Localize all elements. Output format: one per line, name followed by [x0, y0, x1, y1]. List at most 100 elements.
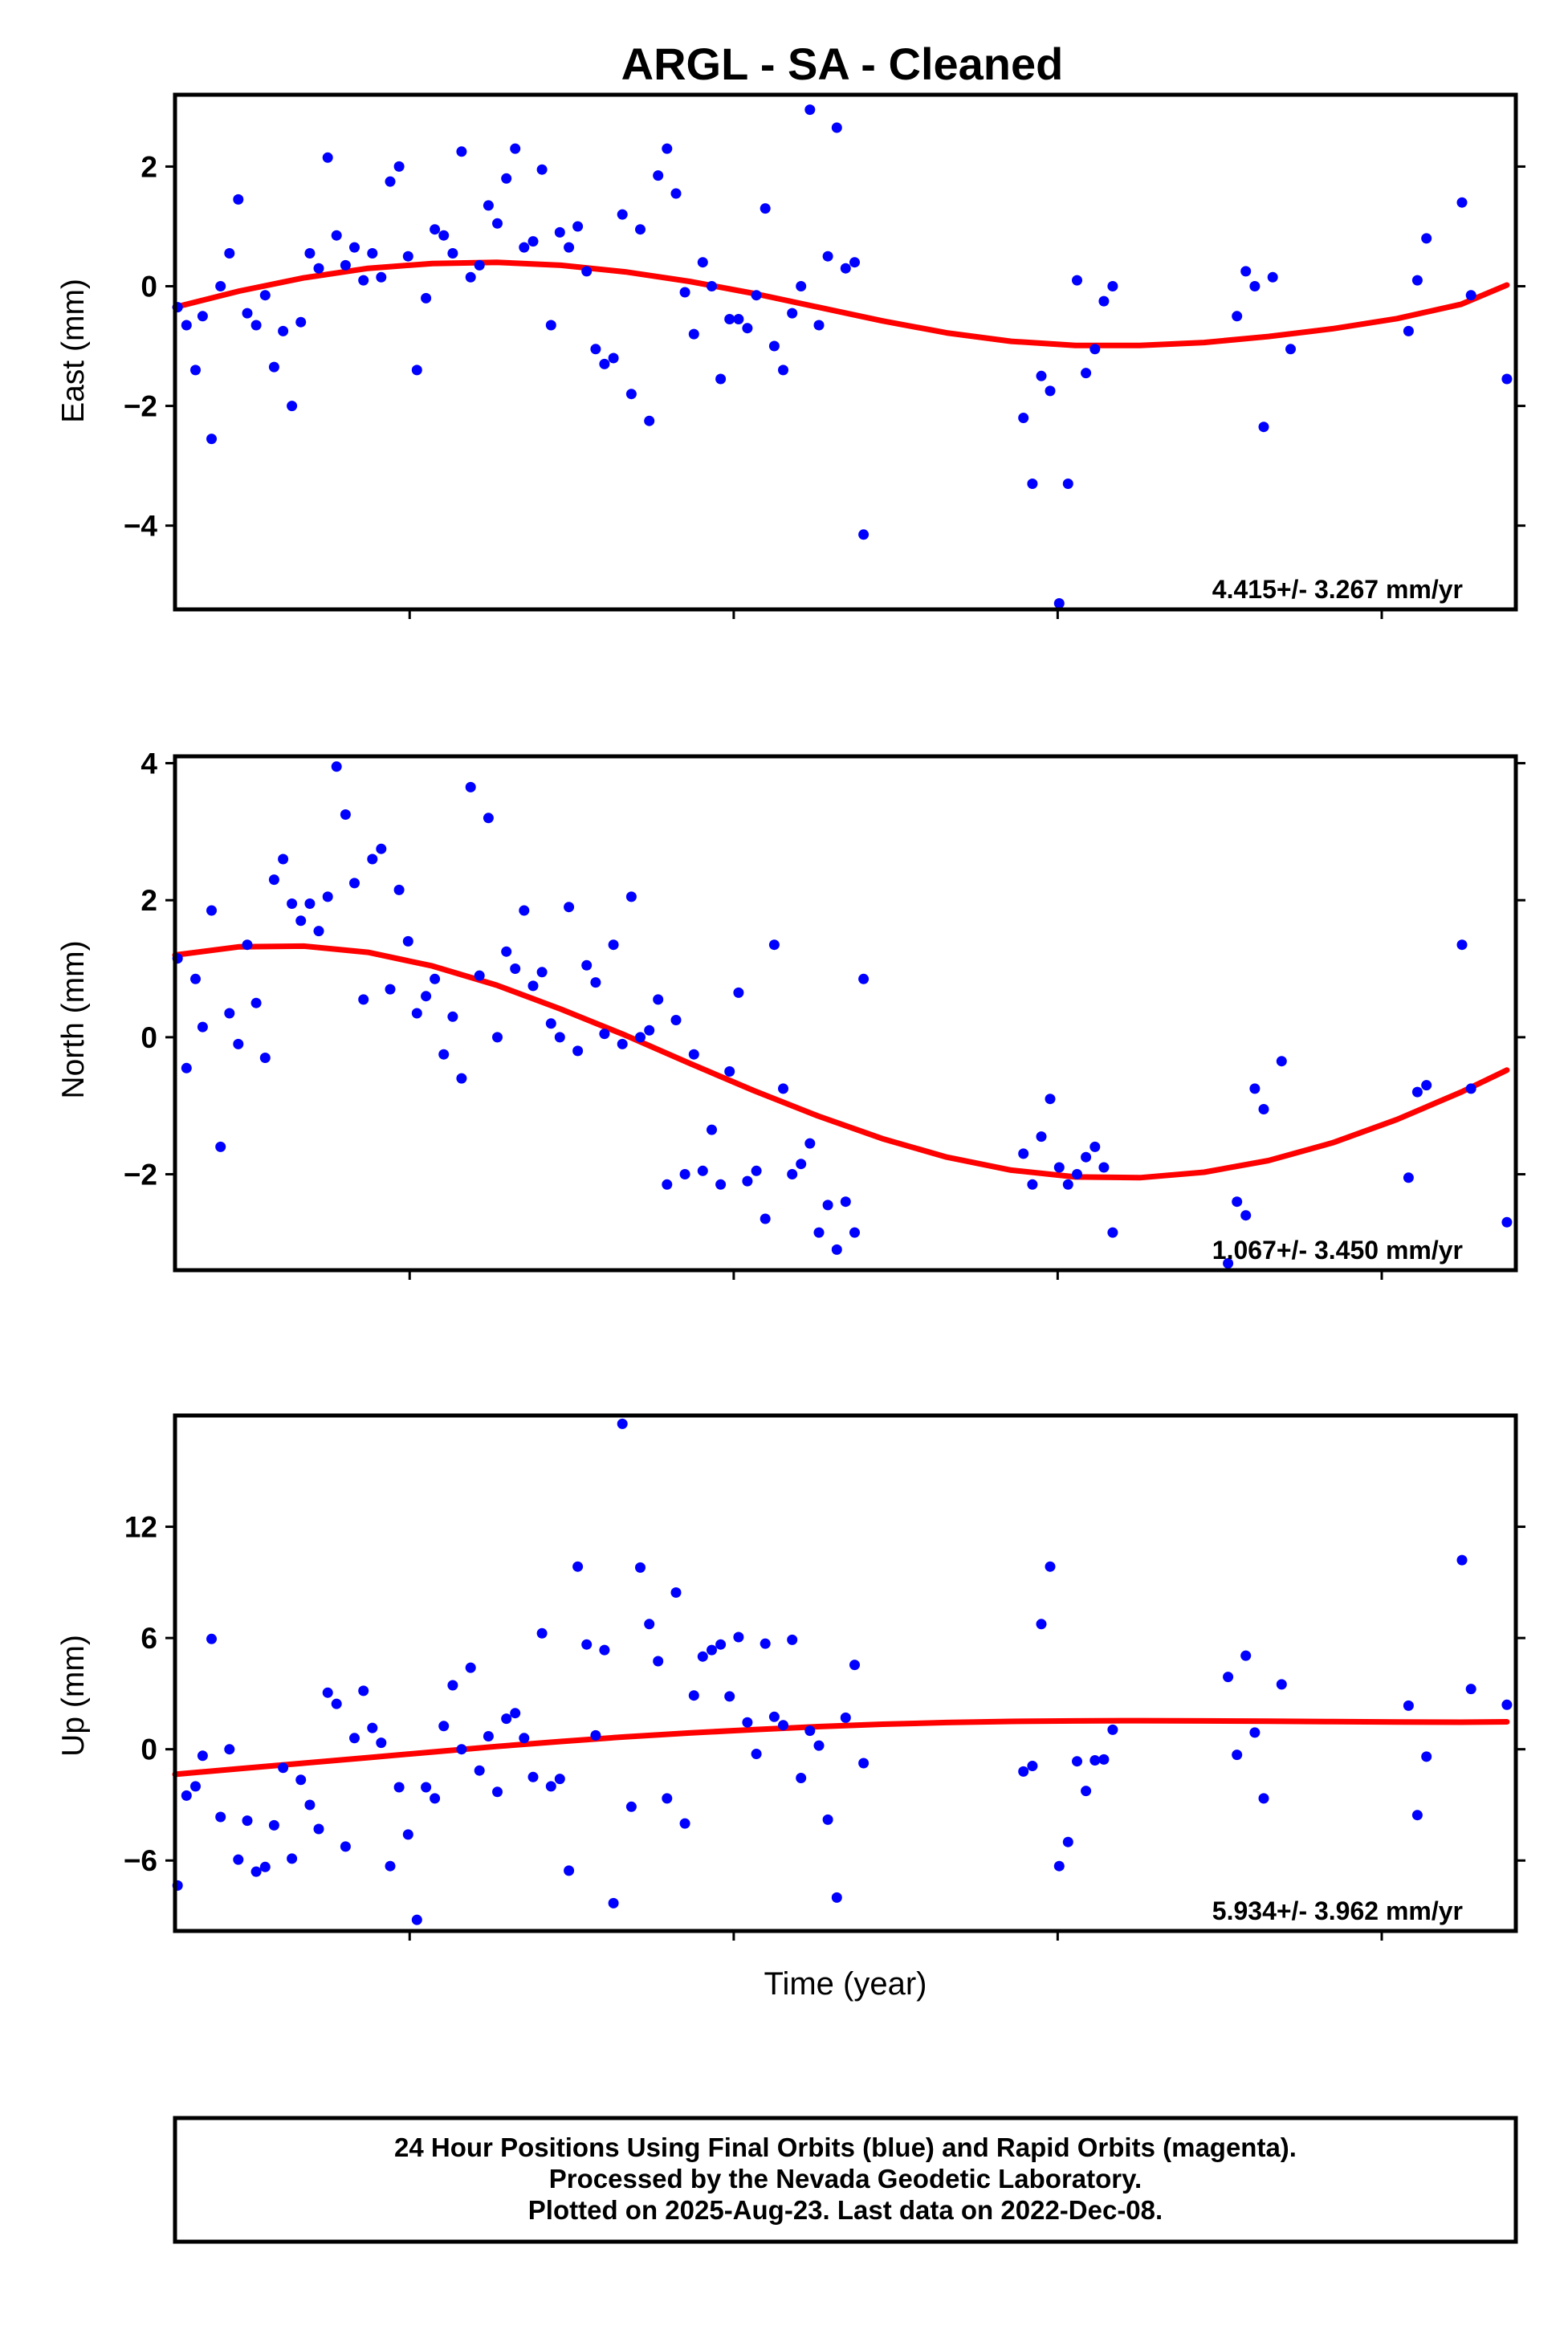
up-data-point	[233, 1854, 244, 1865]
east-data-point	[322, 152, 333, 163]
north-data-point	[438, 1049, 450, 1060]
east-data-point	[849, 257, 860, 268]
north-fit-curve	[172, 943, 1510, 1181]
east-data-point	[751, 290, 762, 301]
east-ticks: 2 0 −2 −4	[124, 150, 1525, 619]
east-data-point	[715, 373, 727, 385]
up-data-point	[554, 1774, 565, 1785]
up-data-point	[215, 1811, 226, 1823]
east-data-point	[644, 415, 655, 426]
north-data-point	[287, 898, 298, 909]
east-data-point	[804, 104, 816, 116]
up-data-point	[250, 1866, 262, 1877]
east-data-point	[572, 221, 584, 232]
up-data-point	[224, 1744, 235, 1755]
up-data-point	[349, 1733, 360, 1744]
north-data-point	[1240, 1210, 1252, 1221]
north-data-point	[796, 1159, 807, 1170]
up-data-point	[447, 1680, 458, 1691]
east-y-axis-label: East (mm)	[56, 279, 91, 423]
north-data-point	[1276, 1056, 1287, 1067]
north-data-point	[402, 935, 413, 947]
north-data-point	[617, 1038, 628, 1049]
east-data-point	[1285, 344, 1296, 355]
up-data-point	[1107, 1724, 1118, 1735]
east-data-point	[501, 173, 512, 184]
north-data-point	[349, 878, 360, 889]
up-data-point	[1232, 1750, 1243, 1761]
east-fit	[172, 259, 1510, 348]
north-data-point	[447, 1011, 458, 1022]
north-data-point	[581, 959, 593, 971]
north-data-point	[787, 1169, 798, 1179]
north-data-point	[822, 1200, 833, 1211]
up-data-point	[411, 1914, 422, 1925]
north-data-point	[554, 1032, 565, 1043]
up-data-point	[295, 1774, 307, 1786]
up-data-point	[822, 1814, 833, 1825]
up-data-point	[421, 1782, 432, 1793]
north-data-point	[1062, 1179, 1073, 1190]
up-data-point	[278, 1762, 289, 1774]
north-data-point	[233, 1038, 244, 1049]
east-y-tick-label: −2	[124, 390, 157, 423]
up-data-point	[438, 1721, 450, 1732]
up-data-point	[1089, 1755, 1101, 1766]
north-data-point	[465, 781, 476, 792]
up-data-point	[242, 1815, 253, 1827]
north-data-point	[724, 1066, 735, 1077]
north-data-point	[545, 1018, 556, 1029]
east-data-point	[635, 224, 646, 235]
north-velocity-annotation: 1.067+/- 3.450 mm/yr	[1212, 1236, 1463, 1265]
up-data-point	[1081, 1786, 1092, 1797]
east-data-point	[822, 251, 833, 262]
east-data-point	[590, 344, 601, 355]
east-data-point	[599, 358, 610, 369]
east-y-tick-label: 2	[141, 150, 157, 183]
east-data-point	[483, 200, 494, 211]
up-data-point	[1249, 1727, 1261, 1738]
east-data-point	[313, 263, 324, 274]
north-data-point	[421, 991, 432, 1002]
north-data-point	[697, 1165, 708, 1176]
north-data-point	[778, 1083, 788, 1094]
north-data-point	[215, 1141, 226, 1152]
up-data-point	[572, 1561, 584, 1572]
north-data-point	[474, 970, 485, 981]
up-data-point	[1276, 1679, 1287, 1690]
north-plot-frame	[173, 754, 1518, 1273]
up-y-tick-label: 0	[141, 1733, 157, 1766]
east-data-point	[536, 164, 548, 175]
up-data-point	[768, 1711, 780, 1722]
up-data-point	[304, 1799, 316, 1811]
up-data-point	[501, 1713, 512, 1725]
up-data-point	[617, 1418, 628, 1429]
north-data-point	[278, 853, 289, 865]
east-data-point	[1232, 311, 1243, 322]
up-data-point	[707, 1644, 717, 1656]
up-data-point	[670, 1587, 682, 1598]
east-data-point	[1258, 422, 1269, 433]
up-data-point	[313, 1823, 324, 1835]
north-data-point	[688, 1049, 699, 1060]
up-data-point	[197, 1750, 208, 1762]
up-data-point	[510, 1708, 521, 1719]
up-data-point	[804, 1725, 816, 1737]
up-data-point	[590, 1729, 601, 1741]
north-data-point	[644, 1024, 655, 1036]
up-data-point	[1403, 1700, 1414, 1711]
up-data-point	[662, 1793, 673, 1804]
up-data-point	[1045, 1561, 1056, 1572]
east-data-point	[215, 281, 226, 291]
north-data-point	[519, 905, 530, 916]
up-fit	[172, 1717, 1510, 1778]
east-data-point	[670, 188, 682, 199]
up-data-point	[492, 1786, 503, 1798]
east-data-point	[197, 311, 208, 322]
east-data-point	[447, 248, 458, 259]
north-data-point	[1036, 1131, 1047, 1143]
footer-line-2: Processed by the Nevada Geodetic Laborat…	[549, 2164, 1142, 2194]
north-data-point	[197, 1021, 208, 1033]
north-y-axis-label: North (mm)	[56, 940, 91, 1098]
north-data-point	[1232, 1196, 1243, 1208]
